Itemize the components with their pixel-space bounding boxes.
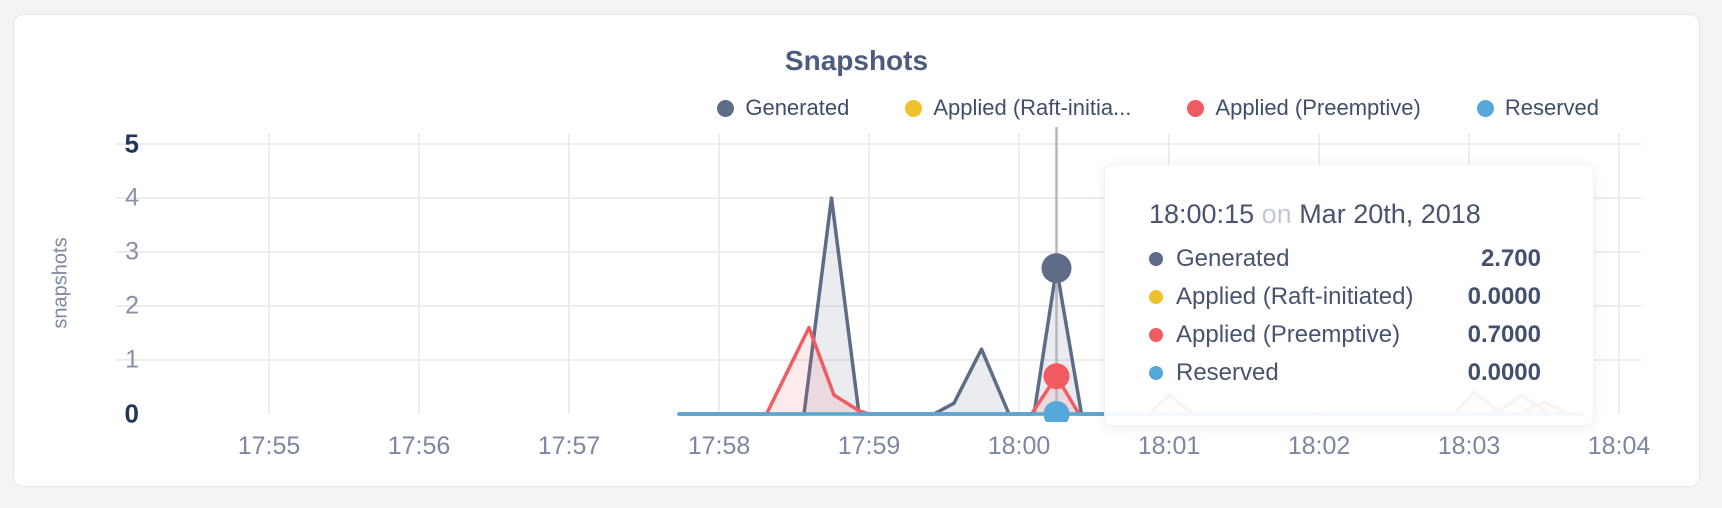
tooltip-series-dot-icon: [1149, 328, 1163, 342]
legend-item-3[interactable]: Reserved: [1476, 95, 1599, 121]
tooltip-series-value: 0.7000: [1467, 321, 1541, 348]
tooltip: 18:00:15 on Mar 20th, 2018 Generated 2.70…: [1104, 164, 1594, 426]
x-tick-label: 17:59: [837, 432, 901, 460]
x-tick-label: 18:00: [987, 432, 1051, 460]
tooltip-series-label: Generated: [1176, 245, 1290, 272]
legend-item-1[interactable]: Applied (Raft-initia...: [905, 95, 1131, 121]
y-tick-label: 1: [125, 345, 139, 374]
tooltip-date: Mar 20th, 2018: [1299, 199, 1481, 229]
legend-swatch-icon: [905, 99, 923, 117]
tooltip-series-value: 0.0000: [1467, 359, 1541, 386]
tooltip-series-value: 2.700: [1480, 245, 1541, 272]
highlight-dot-3: [1043, 401, 1070, 422]
legend-label: Reserved: [1504, 95, 1599, 120]
tooltip-series-label: Applied (Raft-initiated): [1176, 283, 1414, 310]
legend-swatch-icon: [717, 99, 735, 117]
legend-swatch-icon: [1476, 99, 1494, 117]
x-tick-label: 18:02: [1287, 432, 1351, 460]
legend-item-2[interactable]: Applied (Preemptive): [1187, 95, 1421, 121]
legend-label: Applied (Raft-initia...: [933, 95, 1132, 120]
legend-label: Generated: [745, 95, 850, 120]
x-tick-label: 18:03: [1437, 432, 1501, 460]
tooltip-separator: on: [1261, 199, 1292, 229]
tooltip-series-label: Reserved: [1176, 359, 1279, 386]
tooltip-series-label: Applied (Preemptive): [1176, 321, 1401, 348]
tooltip-time: 18:00:15: [1149, 199, 1255, 229]
chart-title: Snapshots: [784, 45, 929, 76]
tooltip-series-dot-icon: [1149, 290, 1163, 304]
y-tick-label: 2: [125, 291, 139, 320]
tooltip-series-value: 0.0000: [1467, 283, 1541, 310]
y-tick-label: 3: [125, 237, 139, 266]
tooltip-header: 18:00:15 on Mar 20th, 2018: [1149, 199, 1541, 230]
x-tick-label: 17:56: [387, 432, 451, 460]
legend-item-0[interactable]: Generated: [717, 95, 849, 121]
x-tick-label: 17:57: [537, 432, 601, 460]
chart-card: Snapshots Generated Applied (Raft-initia.…: [13, 14, 1700, 487]
tooltip-row: Applied (Preemptive) 0.7000: [1149, 316, 1541, 354]
x-tick-label: 17:58: [687, 432, 751, 460]
legend: Generated Applied (Raft-initia... Applied …: [717, 95, 1599, 121]
y-tick-label: 0: [124, 398, 139, 429]
tooltip-series-dot-icon: [1149, 252, 1163, 266]
tooltip-row: Reserved 0.0000: [1149, 354, 1541, 392]
highlight-dot-2: [1043, 363, 1070, 390]
x-tick-label: 18:01: [1137, 432, 1201, 460]
highlight-dot-0: [1041, 253, 1072, 284]
legend-swatch-icon: [1187, 99, 1205, 117]
tooltip-rows: Generated 2.700 Applied (Raft-initiated) 0.…: [1149, 240, 1541, 392]
legend-label: Applied (Preemptive): [1215, 95, 1421, 120]
x-tick-label: 17:55: [237, 432, 301, 460]
y-tick-label: 5: [124, 128, 139, 159]
tooltip-series-dot-icon: [1149, 366, 1163, 380]
x-tick-label: 18:04: [1587, 432, 1651, 460]
y-tick-label: 4: [125, 183, 139, 212]
tooltip-row: Generated 2.700: [1149, 240, 1541, 278]
tooltip-row: Applied (Raft-initiated) 0.0000: [1149, 278, 1541, 316]
